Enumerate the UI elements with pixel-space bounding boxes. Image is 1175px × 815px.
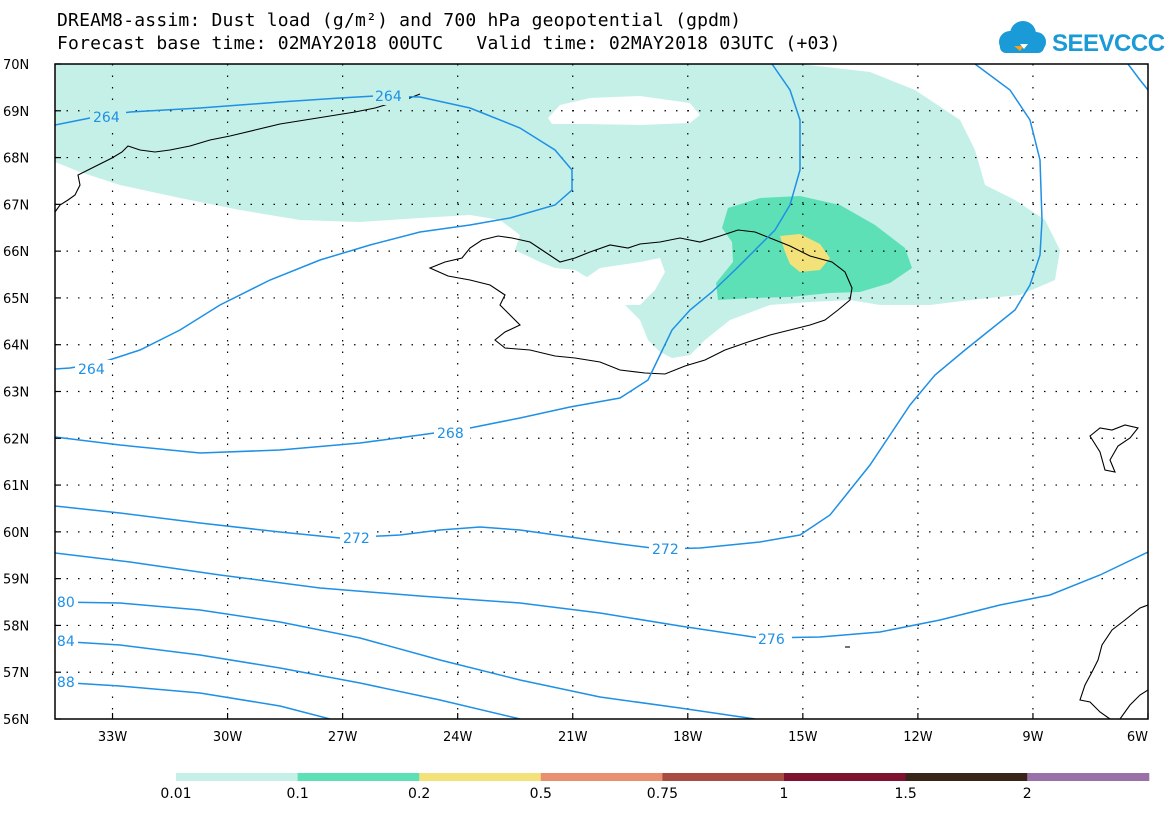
contour-label: 268 xyxy=(437,426,464,442)
colorbar-swatch xyxy=(297,773,420,781)
contour-label: 264 xyxy=(375,89,402,105)
contour-276 xyxy=(55,551,1148,639)
contour-far-east xyxy=(1127,64,1148,91)
lat-tick-label: 65N xyxy=(3,292,29,307)
contour-label: 272 xyxy=(652,542,679,558)
lon-tick-label: 21W xyxy=(558,730,588,745)
colorbar-label: 0.5 xyxy=(529,786,552,802)
colorbar-label: 0.1 xyxy=(286,786,309,802)
faroe-coast xyxy=(1089,424,1139,473)
colorbar-swatch xyxy=(176,773,299,781)
lon-tick-label: 30W xyxy=(213,730,243,745)
contour-label: 288 xyxy=(48,675,75,691)
lon-tick-label: 27W xyxy=(328,730,358,745)
colorbar-label: 1.5 xyxy=(894,786,917,802)
contour-label: 264 xyxy=(93,110,120,126)
lat-tick-label: 64N xyxy=(3,339,29,354)
logo-text: SEEVCCC xyxy=(1052,30,1165,57)
axis-ticks: 33W 30W 27W 24W 21W 18W 15W 12W 9W 6W 56N 57N 58N 59N… xyxy=(3,58,1149,745)
contour-label: 276 xyxy=(758,632,785,648)
iceland-coast xyxy=(428,229,853,375)
lat-tick-label: 66N xyxy=(3,245,29,260)
colorbar-label: 0.01 xyxy=(160,786,192,802)
lat-tick-label: 61N xyxy=(3,479,29,494)
lon-tick-label: 24W xyxy=(443,730,473,745)
cloud-icon xyxy=(999,21,1046,53)
contour-labels: 264 264 264 268 272 272 276 280 284 288 xyxy=(48,87,792,691)
lat-tick-label: 70N xyxy=(3,58,29,73)
contour-268 xyxy=(55,64,801,454)
lat-tick-label: 57N xyxy=(3,666,29,681)
colorbar-label: 0.2 xyxy=(408,786,431,802)
map-title: DREAM8-assim: Dust load (g/m²) and 700 h… xyxy=(57,10,742,31)
lat-tick-label: 60N xyxy=(3,526,29,541)
colorbar-swatch xyxy=(905,773,1028,781)
colorbar-swatch xyxy=(419,773,542,781)
contour-272 xyxy=(55,64,1043,550)
contour-label: 280 xyxy=(48,595,75,611)
lon-tick-label: 33W xyxy=(98,730,128,745)
dust-hole-2 xyxy=(580,258,665,305)
dust-hole xyxy=(548,96,700,125)
lat-tick-label: 63N xyxy=(3,386,29,401)
lat-tick-label: 62N xyxy=(3,432,29,447)
lon-tick-label: 15W xyxy=(788,730,818,745)
contour-label: 264 xyxy=(78,362,105,378)
lat-tick-label: 59N xyxy=(3,573,29,588)
contour-label: 272 xyxy=(343,531,370,547)
lat-tick-label: 58N xyxy=(3,619,29,634)
lat-tick-label: 56N xyxy=(3,713,29,728)
colorbar-label: 2 xyxy=(1022,786,1032,802)
seevccc-logo: SEEVCCC xyxy=(999,21,1165,57)
colorbar-label: 1 xyxy=(779,786,789,802)
colorbar-swatch xyxy=(540,773,663,781)
lon-tick-label: 6W xyxy=(1127,730,1148,745)
colorbar-swatch xyxy=(784,773,907,781)
contour-280 xyxy=(55,601,756,719)
contour-264-north xyxy=(55,95,573,370)
geopotential-contours xyxy=(55,64,1148,719)
lon-tick-label: 12W xyxy=(903,730,933,745)
lat-tick-label: 67N xyxy=(3,198,29,213)
greenland-coast xyxy=(55,93,421,213)
scotland-coast xyxy=(1079,604,1148,719)
map-subtitle: Forecast base time: 02MAY2018 00UTC Vali… xyxy=(57,33,841,54)
contour-label: 284 xyxy=(48,634,75,650)
lat-tick-label: 69N xyxy=(3,105,29,120)
coastlines xyxy=(55,93,1148,719)
colorbar-swatch xyxy=(1027,773,1150,781)
lon-tick-label: 9W xyxy=(1022,730,1043,745)
colorbar-swatch xyxy=(662,773,785,781)
lat-tick-label: 68N xyxy=(3,152,29,167)
contour-284 xyxy=(55,640,521,719)
lon-tick-label: 18W xyxy=(673,730,703,745)
colorbar-label: 0.75 xyxy=(646,786,678,802)
contour-288 xyxy=(55,681,331,719)
